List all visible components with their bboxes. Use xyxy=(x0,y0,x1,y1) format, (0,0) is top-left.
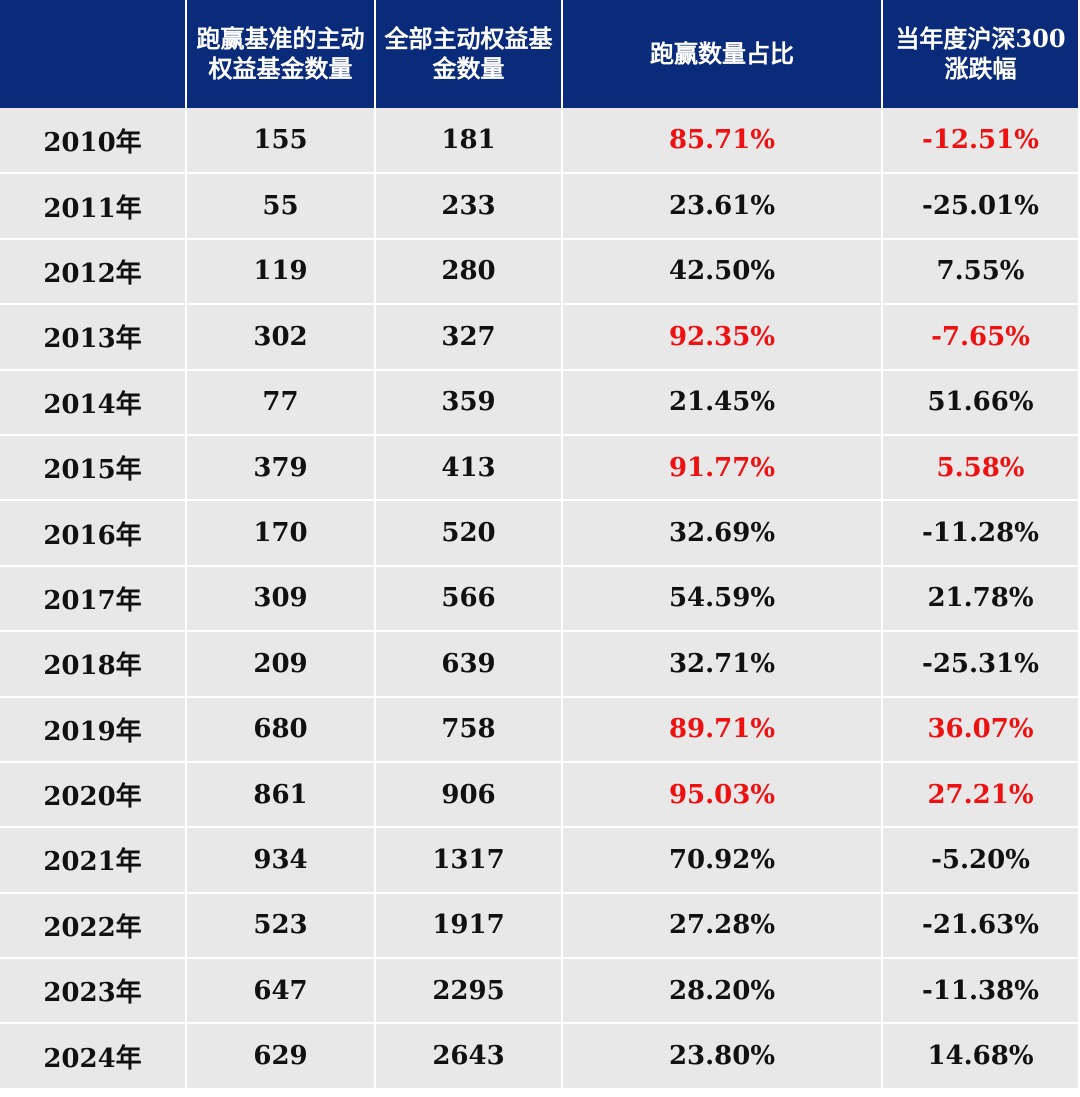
table-row: 2013年 302 327 92.35% -7.65% xyxy=(0,304,1078,371)
csi300-change-cell: -12.51% xyxy=(882,108,1078,175)
header-row: 跑赢基准的主动权益基金数量 全部主动权益基金数量 跑赢数量占比 当年度沪深300… xyxy=(0,0,1078,108)
outperform-ratio-cell: 95.03% xyxy=(562,761,883,829)
outperform-count-cell: 309 xyxy=(186,565,376,633)
outperform-count-cell: 629 xyxy=(186,1023,376,1090)
year-cell: 2018年 xyxy=(0,631,187,698)
total-count-cell: 2643 xyxy=(375,1023,563,1090)
year-cell: 2021年 xyxy=(0,827,187,894)
year-cell: 2019年 xyxy=(0,696,187,763)
table-row: 2015年 379 413 91.77% 5.58% xyxy=(0,434,1078,502)
csi300-change-cell: -7.65% xyxy=(882,304,1078,371)
total-count-cell: 413 xyxy=(375,434,563,502)
outperform-count-cell: 170 xyxy=(186,500,376,567)
outperform-ratio-cell: 28.20% xyxy=(562,958,883,1025)
year-cell: 2023年 xyxy=(0,958,187,1025)
total-count-cell: 359 xyxy=(375,369,563,436)
year-cell: 2011年 xyxy=(0,173,187,240)
csi300-change-cell: 21.78% xyxy=(882,565,1078,633)
outperform-ratio-cell: 42.50% xyxy=(562,238,883,306)
csi300-change-cell: 5.58% xyxy=(882,434,1078,502)
year-cell: 2024年 xyxy=(0,1023,187,1090)
outperform-ratio-cell: 91.77% xyxy=(562,434,883,502)
outperform-count-cell: 523 xyxy=(186,892,376,960)
header-outperform-count: 跑赢基准的主动权益基金数量 xyxy=(186,0,376,108)
outperform-count-cell: 209 xyxy=(186,631,376,698)
year-cell: 2012年 xyxy=(0,238,187,306)
year-cell: 2015年 xyxy=(0,434,187,502)
year-cell: 2022年 xyxy=(0,892,187,960)
outperform-ratio-cell: 23.80% xyxy=(562,1023,883,1090)
outperform-ratio-cell: 89.71% xyxy=(562,696,883,763)
total-count-cell: 327 xyxy=(375,304,563,371)
total-count-cell: 280 xyxy=(375,238,563,306)
table-row: 2014年 77 359 21.45% 51.66% xyxy=(0,369,1078,436)
csi300-change-cell: -5.20% xyxy=(882,827,1078,894)
outperform-count-cell: 77 xyxy=(186,369,376,436)
outperform-ratio-cell: 70.92% xyxy=(562,827,883,894)
total-count-cell: 906 xyxy=(375,761,563,829)
total-count-cell: 758 xyxy=(375,696,563,763)
total-count-cell: 520 xyxy=(375,500,563,567)
header-outperform-ratio: 跑赢数量占比 xyxy=(562,0,883,108)
outperform-count-cell: 302 xyxy=(186,304,376,371)
csi300-change-cell: 36.07% xyxy=(882,696,1078,763)
csi300-change-cell: -11.38% xyxy=(882,958,1078,1025)
csi300-change-cell: 27.21% xyxy=(882,761,1078,829)
year-cell: 2016年 xyxy=(0,500,187,567)
outperform-ratio-cell: 32.71% xyxy=(562,631,883,698)
outperform-count-cell: 119 xyxy=(186,238,376,306)
table-row: 2018年 209 639 32.71% -25.31% xyxy=(0,631,1078,698)
year-cell: 2017年 xyxy=(0,565,187,633)
outperform-ratio-cell: 54.59% xyxy=(562,565,883,633)
csi300-change-cell: -25.31% xyxy=(882,631,1078,698)
table-row: 2022年 523 1917 27.28% -21.63% xyxy=(0,892,1078,960)
year-cell: 2010年 xyxy=(0,108,187,175)
outperform-count-cell: 680 xyxy=(186,696,376,763)
outperform-count-cell: 55 xyxy=(186,173,376,240)
outperform-ratio-cell: 85.71% xyxy=(562,108,883,175)
csi300-change-cell: -25.01% xyxy=(882,173,1078,240)
table-row: 2011年 55 233 23.61% -25.01% xyxy=(0,173,1078,240)
outperform-ratio-cell: 27.28% xyxy=(562,892,883,960)
csi300-change-cell: 7.55% xyxy=(882,238,1078,306)
total-count-cell: 2295 xyxy=(375,958,563,1025)
header-total-count: 全部主动权益基金数量 xyxy=(375,0,563,108)
table-row: 2017年 309 566 54.59% 21.78% xyxy=(0,565,1078,633)
outperform-ratio-cell: 23.61% xyxy=(562,173,883,240)
csi300-change-cell: -11.28% xyxy=(882,500,1078,567)
outperform-count-cell: 647 xyxy=(186,958,376,1025)
outperform-ratio-cell: 32.69% xyxy=(562,500,883,567)
table-row: 2020年 861 906 95.03% 27.21% xyxy=(0,761,1078,829)
table-row: 2019年 680 758 89.71% 36.07% xyxy=(0,696,1078,763)
table-body: 2010年 155 181 85.71% -12.51% 2011年 55 233 23.61%… xyxy=(0,108,1078,1090)
table-row: 2016年 170 520 32.69% -11.28% xyxy=(0,500,1078,567)
header-year xyxy=(0,0,187,108)
total-count-cell: 233 xyxy=(375,173,563,240)
outperform-count-cell: 379 xyxy=(186,434,376,502)
total-count-cell: 1317 xyxy=(375,827,563,894)
total-count-cell: 181 xyxy=(375,108,563,175)
table-row: 2021年 934 1317 70.92% -5.20% xyxy=(0,827,1078,894)
table-row: 2023年 647 2295 28.20% -11.38% xyxy=(0,958,1078,1025)
year-cell: 2013年 xyxy=(0,304,187,371)
outperform-ratio-cell: 92.35% xyxy=(562,304,883,371)
outperform-count-cell: 155 xyxy=(186,108,376,175)
table-row: 2024年 629 2643 23.80% 14.68% xyxy=(0,1023,1078,1090)
table-row: 2010年 155 181 85.71% -12.51% xyxy=(0,108,1078,175)
csi300-change-cell: -21.63% xyxy=(882,892,1078,960)
year-cell: 2014年 xyxy=(0,369,187,436)
year-cell: 2020年 xyxy=(0,761,187,829)
header-csi300-change: 当年度沪深300涨跌幅 xyxy=(882,0,1078,108)
outperform-count-cell: 934 xyxy=(186,827,376,894)
outperform-ratio-cell: 21.45% xyxy=(562,369,883,436)
total-count-cell: 566 xyxy=(375,565,563,633)
table-row: 2012年 119 280 42.50% 7.55% xyxy=(0,238,1078,306)
csi300-change-cell: 14.68% xyxy=(882,1023,1078,1090)
total-count-cell: 639 xyxy=(375,631,563,698)
csi300-change-cell: 51.66% xyxy=(882,369,1078,436)
outperform-count-cell: 861 xyxy=(186,761,376,829)
total-count-cell: 1917 xyxy=(375,892,563,960)
